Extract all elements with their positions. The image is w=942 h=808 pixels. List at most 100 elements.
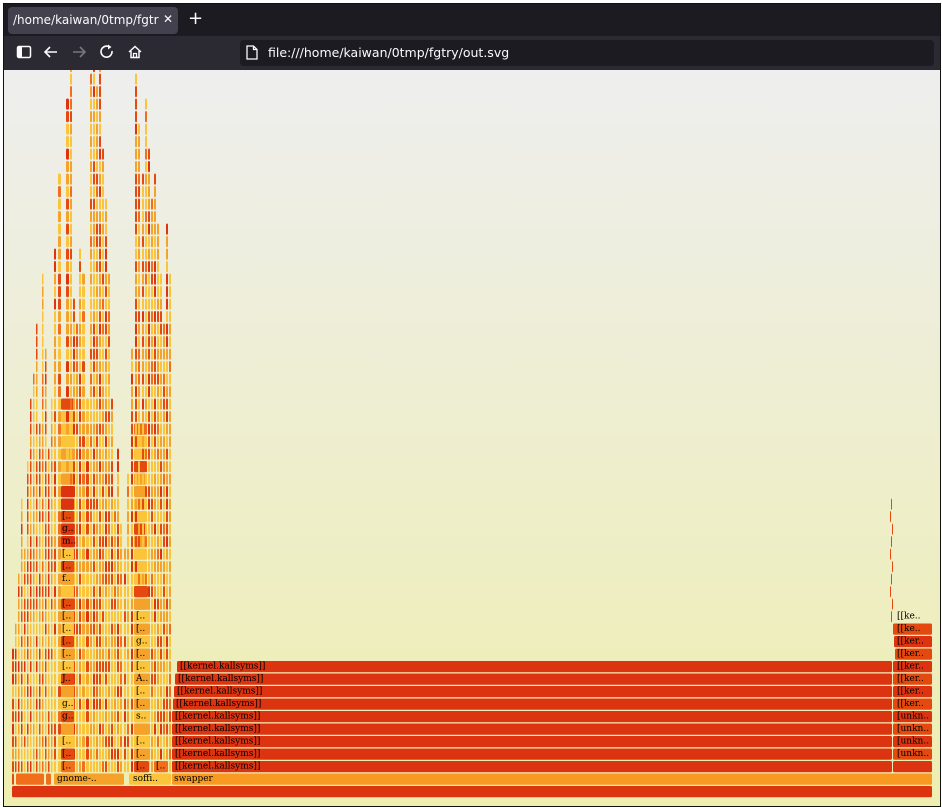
stack-frame[interactable] (66, 161, 69, 173)
stack-frame[interactable] (51, 723, 53, 735)
stack-frame[interactable] (70, 411, 72, 423)
stack-frame[interactable] (58, 373, 61, 385)
stack-frame[interactable] (61, 711, 74, 723)
stack-frame[interactable] (42, 736, 44, 748)
stack-frame[interactable] (166, 461, 168, 473)
stack-frame[interactable] (30, 436, 32, 448)
stack-frame[interactable] (96, 211, 98, 223)
stack-frame[interactable] (36, 598, 38, 610)
stack-frame[interactable] (160, 286, 162, 298)
stack-frame[interactable] (93, 323, 95, 335)
stack-frame[interactable] (93, 386, 95, 398)
stack-frame[interactable] (169, 373, 171, 385)
stack-frame[interactable] (102, 323, 104, 335)
stack-frame[interactable] (61, 548, 74, 560)
stack-frame[interactable] (96, 573, 98, 585)
stack-frame[interactable] (145, 336, 147, 348)
stack-frame[interactable] (148, 523, 150, 535)
stack-frame[interactable] (45, 736, 47, 748)
stack-frame[interactable] (138, 536, 140, 548)
stack-frame[interactable] (166, 223, 168, 235)
stack-frame[interactable] (76, 711, 78, 723)
stack-frame[interactable] (90, 573, 92, 585)
stack-frame[interactable] (135, 261, 137, 273)
stack-frame[interactable] (111, 611, 113, 623)
stack-frame[interactable] (30, 673, 32, 685)
stack-frame[interactable] (82, 711, 85, 723)
stack-frame[interactable] (169, 761, 171, 773)
stack-frame[interactable] (151, 386, 153, 398)
stack-frame[interactable] (99, 123, 101, 135)
stack-frame[interactable] (102, 411, 104, 423)
stack-frame[interactable] (45, 361, 47, 373)
stack-frame[interactable] (169, 548, 171, 560)
stack-frame[interactable] (45, 523, 47, 535)
stack-frame[interactable] (96, 486, 98, 498)
stack-frame[interactable] (42, 598, 44, 610)
stack-frame[interactable] (79, 711, 81, 723)
stack-frame[interactable] (105, 548, 107, 560)
stack-frame[interactable] (54, 461, 56, 473)
stack-frame[interactable] (127, 748, 129, 760)
stack-frame[interactable] (79, 436, 81, 448)
stack-frame[interactable] (70, 211, 72, 223)
stack-frame[interactable] (99, 561, 101, 573)
stack-frame[interactable] (138, 373, 140, 385)
stack-frame[interactable] (124, 748, 126, 760)
stack-frame[interactable] (54, 286, 56, 298)
stack-frame[interactable] (105, 711, 107, 723)
stack-frame[interactable] (42, 286, 44, 298)
stack-frame[interactable] (61, 673, 74, 685)
stack-frame[interactable] (148, 273, 150, 285)
stack-frame[interactable] (102, 548, 104, 560)
stack-frame[interactable] (33, 623, 35, 635)
stack-frame[interactable] (76, 661, 78, 673)
stack-frame[interactable] (96, 761, 98, 773)
stack-frame[interactable] (166, 536, 168, 548)
stack-frame[interactable] (117, 686, 119, 698)
stack-frame[interactable] (135, 123, 137, 135)
stack-frame[interactable] (30, 461, 32, 473)
stack-frame[interactable] (76, 448, 78, 460)
stack-frame[interactable] (48, 648, 50, 660)
stack-frame[interactable] (90, 386, 92, 398)
stack-frame[interactable] (160, 298, 162, 310)
stack-frame[interactable] (70, 186, 72, 198)
stack-frame[interactable] (82, 323, 85, 335)
stack-frame[interactable] (27, 548, 29, 560)
stack-frame[interactable] (42, 311, 44, 323)
stack-frame[interactable] (169, 598, 171, 610)
stack-frame[interactable] (138, 423, 140, 435)
stack-frame[interactable] (48, 523, 50, 535)
stack-frame[interactable] (76, 586, 78, 598)
stack-frame[interactable] (166, 436, 168, 448)
stack-frame[interactable] (30, 511, 32, 523)
stack-frame[interactable] (51, 461, 53, 473)
stack-frame[interactable] (117, 711, 119, 723)
stack-frame[interactable] (157, 636, 159, 648)
stack-frame[interactable] (111, 648, 113, 660)
stack-frame[interactable] (90, 398, 92, 410)
stack-frame[interactable] (166, 598, 168, 610)
stack-frame[interactable] (135, 411, 137, 423)
stack-frame[interactable] (169, 411, 171, 423)
stack-frame[interactable] (145, 473, 147, 485)
stack-frame[interactable] (15, 661, 17, 673)
stack-frame[interactable] (45, 661, 47, 673)
stack-frame[interactable] (114, 686, 116, 698)
stack-frame[interactable] (66, 386, 69, 398)
stack-frame[interactable] (82, 573, 85, 585)
stack-frame[interactable] (27, 461, 29, 473)
stack-frame[interactable] (51, 748, 53, 760)
stack-frame[interactable] (39, 561, 41, 573)
stack-frame[interactable] (90, 98, 92, 110)
stack-frame[interactable] (90, 248, 92, 260)
stack-frame[interactable] (82, 623, 85, 635)
stack-frame[interactable] (166, 636, 168, 648)
stack-frame[interactable] (21, 723, 23, 735)
stack-frame[interactable] (114, 573, 116, 585)
stack-frame[interactable] (90, 736, 92, 748)
stack-frame[interactable] (102, 436, 104, 448)
stack-frame[interactable] (163, 436, 165, 448)
stack-frame[interactable] (124, 548, 126, 560)
